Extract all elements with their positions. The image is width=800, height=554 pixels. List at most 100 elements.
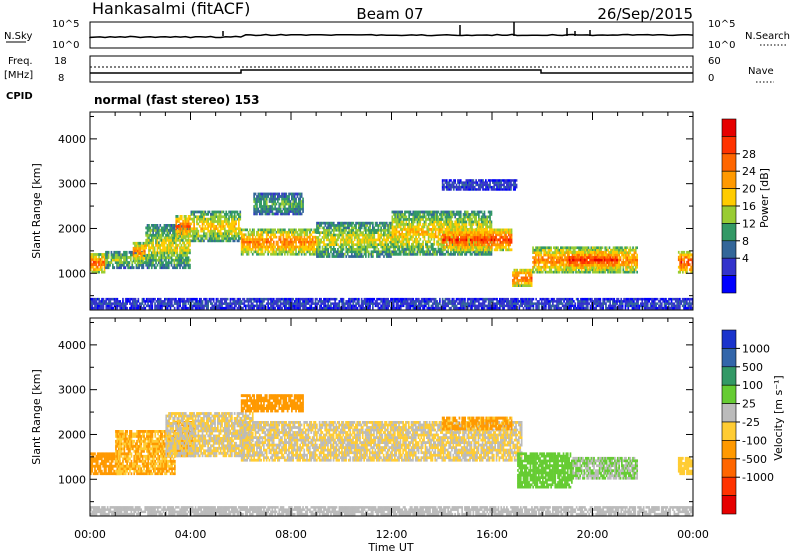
data-cell xyxy=(261,195,264,198)
data-cell xyxy=(176,258,179,262)
data-cell xyxy=(253,238,255,241)
data-cell xyxy=(586,246,589,250)
data-cell xyxy=(616,246,619,250)
data-cell xyxy=(309,252,311,256)
data-cell xyxy=(485,235,488,239)
data-cell xyxy=(548,253,551,257)
data-cell xyxy=(130,256,132,259)
data-cell xyxy=(159,243,162,247)
data-cell xyxy=(633,270,636,274)
data-cell xyxy=(182,246,184,250)
data-cell xyxy=(485,223,487,226)
data-cell xyxy=(277,212,279,216)
data-cell xyxy=(197,229,200,233)
data-cell xyxy=(136,257,139,260)
data-cell xyxy=(445,213,448,216)
data-cell xyxy=(152,238,154,242)
data-cell xyxy=(516,276,519,280)
data-cell xyxy=(416,245,419,249)
data-cell xyxy=(240,228,243,232)
data-cell xyxy=(636,256,638,259)
data-cell xyxy=(180,234,183,238)
data-cell xyxy=(579,266,582,270)
data-cell xyxy=(406,218,409,221)
data-cell xyxy=(179,246,181,250)
data-cell xyxy=(461,223,463,226)
data-cell xyxy=(370,233,373,237)
data-cell xyxy=(464,250,466,254)
data-cell xyxy=(571,266,574,270)
data-cell xyxy=(632,261,634,264)
data-cell xyxy=(203,239,205,243)
data-cell xyxy=(349,221,352,225)
data-cell xyxy=(182,230,184,233)
data-cell xyxy=(475,220,477,224)
data-cell xyxy=(399,240,402,244)
data-cell xyxy=(359,240,362,244)
data-cell xyxy=(92,270,95,274)
data-cell xyxy=(348,228,350,232)
data-cell xyxy=(432,245,434,249)
data-cell xyxy=(335,226,338,230)
data-cell xyxy=(268,205,271,208)
data-cell xyxy=(573,248,576,252)
data-cell xyxy=(219,227,222,231)
data-cell xyxy=(337,233,339,237)
data-cell xyxy=(200,213,202,216)
data-cell xyxy=(486,243,489,247)
data-cell xyxy=(305,243,307,246)
data-cell xyxy=(513,271,516,275)
data-cell xyxy=(360,250,363,254)
data-cell xyxy=(469,223,472,226)
data-cell xyxy=(113,258,116,262)
data-cell xyxy=(152,241,154,245)
data-cell xyxy=(249,243,251,246)
data-cell xyxy=(342,233,345,237)
data-cell xyxy=(203,217,205,221)
data-cell xyxy=(426,230,429,234)
data-cell xyxy=(274,197,276,201)
data-cell xyxy=(622,270,625,274)
data-cell xyxy=(478,225,480,229)
data-cell xyxy=(194,239,197,243)
data-cell xyxy=(118,261,121,264)
data-cell xyxy=(416,240,419,244)
data-cell xyxy=(251,240,254,244)
data-cell xyxy=(219,239,222,243)
data-cell xyxy=(594,268,597,272)
data-cell xyxy=(581,253,583,257)
data-cell xyxy=(348,245,350,249)
data-cell xyxy=(480,225,483,229)
data-cell xyxy=(272,252,275,256)
data-cell xyxy=(101,255,103,259)
data-cell xyxy=(323,243,325,246)
data-cell xyxy=(176,261,179,265)
data-cell xyxy=(475,250,477,254)
data-cell xyxy=(397,225,399,229)
data-cell xyxy=(489,225,491,229)
data-cell xyxy=(633,263,636,267)
data-cell xyxy=(533,265,536,269)
data-cell xyxy=(516,279,519,282)
data-cell xyxy=(355,231,357,234)
data-cell xyxy=(349,228,352,232)
data-cell xyxy=(351,226,353,230)
data-cell xyxy=(240,238,243,241)
data-cell xyxy=(426,247,429,251)
data-cell xyxy=(378,228,381,232)
data-cell xyxy=(626,256,629,259)
data-cell xyxy=(436,220,438,224)
data-cell xyxy=(299,210,302,213)
data-cell xyxy=(480,252,483,256)
data-cell xyxy=(331,238,334,242)
data-cell xyxy=(419,242,422,246)
data-cell xyxy=(372,255,374,258)
data-cell xyxy=(345,255,348,258)
data-cell xyxy=(159,233,162,237)
data-cell xyxy=(460,238,462,242)
data-cell xyxy=(448,233,451,237)
data-cell xyxy=(95,255,98,259)
data-cell xyxy=(496,228,499,232)
data-cell xyxy=(244,248,247,251)
data-cell xyxy=(584,261,586,264)
